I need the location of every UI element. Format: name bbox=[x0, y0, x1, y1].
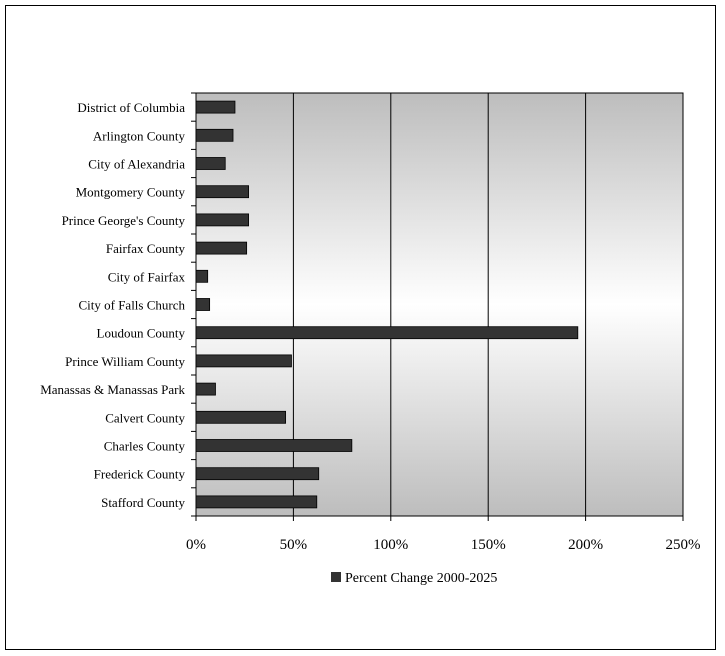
category-label: Prince George's County bbox=[62, 213, 186, 228]
x-tick-label: 250% bbox=[666, 537, 701, 553]
bar bbox=[195, 213, 249, 227]
category-label: Calvert County bbox=[105, 410, 185, 425]
bar bbox=[195, 298, 211, 311]
bar bbox=[195, 128, 234, 142]
bars bbox=[195, 100, 579, 509]
category-label: Manassas & Manassas Park bbox=[40, 382, 185, 397]
bar bbox=[195, 467, 320, 481]
x-tick-label: 200% bbox=[568, 537, 603, 553]
bar bbox=[195, 495, 318, 509]
category-label: City of Falls Church bbox=[78, 298, 185, 313]
category-label: Charles County bbox=[104, 439, 186, 454]
x-tick-label: 150% bbox=[471, 537, 506, 553]
category-label: Loudoun County bbox=[97, 326, 186, 341]
bar bbox=[195, 410, 287, 424]
x-tick-labels: 0% 50% 100% 150% 200% 250% bbox=[186, 537, 701, 553]
category-label: Prince William County bbox=[65, 354, 185, 369]
category-ticks bbox=[191, 92, 196, 517]
bar bbox=[195, 269, 209, 283]
category-label: Montgomery County bbox=[76, 185, 186, 200]
x-tick-label: 0% bbox=[186, 537, 206, 553]
category-label: Stafford County bbox=[101, 495, 185, 510]
category-label: Frederick County bbox=[94, 467, 186, 482]
bar bbox=[195, 382, 216, 396]
category-label: Fairfax County bbox=[106, 241, 186, 256]
bar bbox=[195, 241, 248, 255]
category-labels: District of Columbia Arlington County City… bbox=[40, 100, 185, 510]
bar bbox=[195, 439, 353, 452]
category-label: City of Alexandria bbox=[88, 157, 185, 172]
bar bbox=[195, 185, 249, 199]
plot-area bbox=[195, 92, 684, 517]
category-label: Arlington County bbox=[93, 128, 186, 143]
x-tick-label: 50% bbox=[280, 537, 308, 553]
legend-label: Percent Change 2000-2025 bbox=[345, 571, 497, 586]
legend: Percent Change 2000-2025 bbox=[331, 571, 497, 586]
legend-swatch bbox=[331, 572, 341, 582]
category-label: City of Fairfax bbox=[108, 269, 186, 284]
bar bbox=[195, 326, 579, 340]
category-label: District of Columbia bbox=[77, 100, 185, 115]
bar bbox=[195, 100, 236, 114]
bar bbox=[195, 157, 226, 170]
x-tick-label: 100% bbox=[373, 537, 408, 553]
bar bbox=[195, 354, 292, 368]
